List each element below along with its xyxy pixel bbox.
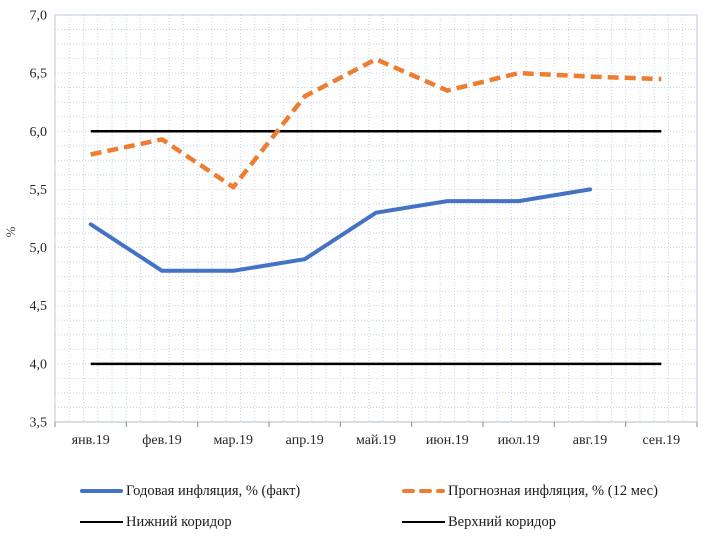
x-axis-tick-label: фев.19: [142, 433, 181, 448]
x-axis-tick-label: май.19: [356, 433, 396, 448]
legend-label: Годовая инфляция, % (факт): [126, 482, 301, 499]
x-axis-tick-label: янв.19: [72, 433, 110, 448]
y-axis-tick-label: 6,0: [30, 125, 48, 140]
x-axis-tick-label: июн.19: [426, 433, 469, 448]
legend-item-actual-inflation: Годовая инфляция, % (факт): [80, 483, 300, 499]
x-axis-tick-label: сен.19: [643, 433, 681, 448]
x-axis-tick-label: авг.19: [573, 433, 608, 448]
legend-label: Нижний коридор: [126, 513, 232, 530]
y-axis-tick-label: 4,0: [30, 357, 48, 372]
grid-lines: [55, 15, 697, 422]
chart-canvas: 7,0 6,5 6,0 5,5 5,0 4,5 4,0 3,5 янв.19 ф…: [3, 9, 698, 448]
actual-inflation-line: [88, 187, 592, 273]
legend-item-upper-corridor: Верхний коридор: [402, 514, 556, 530]
y-axis-tick-label: 5,5: [30, 183, 48, 198]
lower-corridor-line-icon: [80, 521, 123, 523]
y-axis-tick-label: 6,5: [30, 67, 48, 82]
y-axis-tick-label: 4,5: [30, 299, 48, 314]
x-axis-tick-labels: янв.19 фев.19 мар.19 апр.19 май.19 июн.1…: [72, 433, 680, 448]
y-axis-tick-labels: 7,0 6,5 6,0 5,5 5,0 4,5 4,0 3,5: [30, 9, 48, 431]
legend-item-lower-corridor: Нижний коридор: [80, 514, 232, 530]
legend-label: Прогнозная инфляция, % (12 мес): [448, 482, 658, 499]
x-axis-tick-label: июл.19: [498, 433, 540, 448]
y-axis-tick-label: 3,5: [30, 416, 48, 431]
y-axis-title: %: [3, 226, 18, 237]
y-axis-tick-label: 7,0: [30, 9, 48, 24]
x-axis-tick-label: мар.19: [214, 433, 253, 448]
upper-corridor-line-icon: [402, 521, 445, 523]
legend-label: Верхний коридор: [448, 513, 556, 530]
x-axis-ticks: [54, 422, 698, 427]
y-axis-tick-label: 5,0: [30, 241, 48, 256]
forecast-inflation-dashed-line-icon: [402, 489, 445, 493]
legend-item-forecast-inflation: Прогнозная инфляция, % (12 мес): [402, 483, 658, 499]
actual-inflation-line-icon: [80, 489, 123, 493]
x-axis-tick-label: апр.19: [286, 433, 324, 448]
forecast-inflation-line: [90, 56, 662, 190]
